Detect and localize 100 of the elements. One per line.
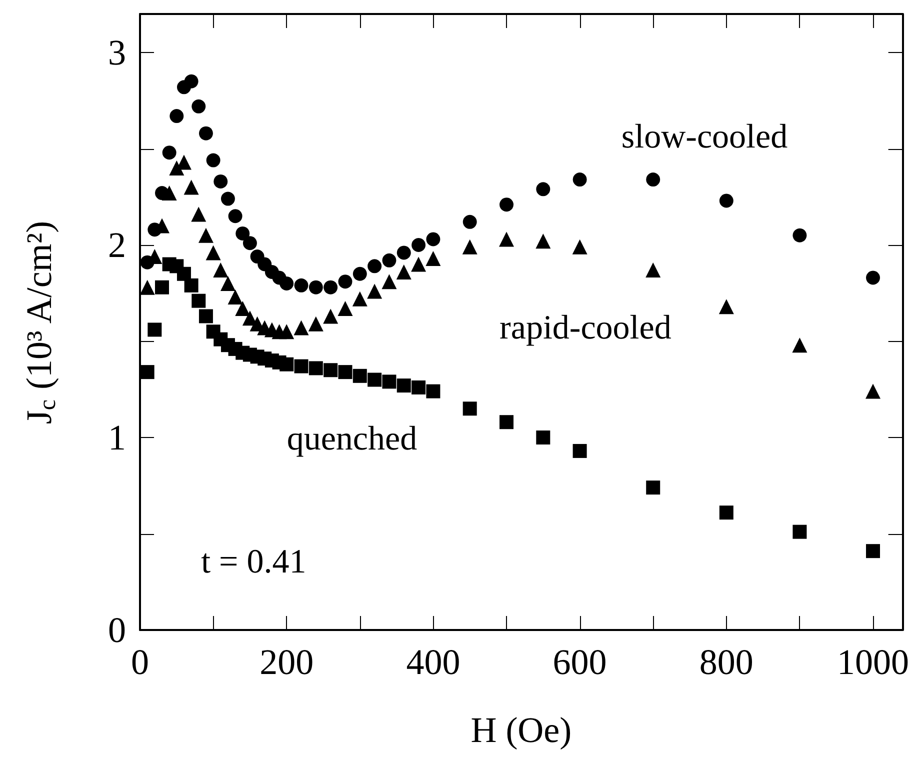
point <box>206 153 220 168</box>
point <box>198 126 213 140</box>
point <box>154 280 169 294</box>
point <box>162 146 176 160</box>
point <box>866 270 880 285</box>
point <box>228 209 242 224</box>
point <box>184 180 199 195</box>
point <box>198 228 214 243</box>
point <box>536 182 550 196</box>
point <box>866 384 880 399</box>
point <box>198 309 213 324</box>
point <box>308 280 323 294</box>
point <box>646 480 660 495</box>
y-tick-label: 2 <box>108 225 126 265</box>
point <box>396 264 412 280</box>
point <box>338 301 353 316</box>
point <box>308 361 323 376</box>
point <box>235 301 250 316</box>
point <box>382 374 396 389</box>
series-label: slow-cooled <box>621 118 788 156</box>
point <box>169 160 184 176</box>
y-axis-title: Jc (10³ A/cm²) <box>19 220 61 424</box>
point <box>572 239 588 254</box>
x-tick-label: 600 <box>552 642 607 682</box>
point <box>500 198 514 212</box>
point <box>500 415 514 430</box>
series-label: quenched <box>286 420 418 458</box>
point <box>280 276 294 290</box>
point <box>214 174 228 188</box>
point <box>396 378 411 393</box>
point <box>228 289 243 304</box>
point <box>368 372 382 387</box>
y-tick-label: 1 <box>108 418 126 458</box>
point <box>280 357 294 372</box>
point <box>572 444 587 458</box>
point <box>866 544 880 558</box>
point <box>184 278 198 292</box>
point <box>367 284 382 299</box>
point <box>426 232 440 246</box>
point <box>719 506 734 520</box>
point <box>192 294 206 308</box>
point <box>294 359 308 374</box>
point <box>572 172 587 187</box>
point <box>792 524 807 539</box>
point <box>536 234 551 249</box>
point <box>499 232 514 247</box>
point <box>368 259 382 274</box>
point <box>352 368 367 383</box>
point <box>140 280 155 295</box>
point <box>176 266 191 281</box>
point <box>294 278 308 292</box>
point <box>220 192 235 206</box>
point <box>140 365 154 380</box>
point <box>294 320 309 336</box>
point <box>396 246 411 260</box>
y-tick-label: 3 <box>108 32 126 72</box>
x-tick-label: 1000 <box>837 642 909 682</box>
point <box>718 299 734 314</box>
point <box>236 226 250 240</box>
point <box>411 256 426 272</box>
point <box>462 239 478 254</box>
point <box>426 250 441 266</box>
point <box>426 384 440 398</box>
point <box>536 430 550 444</box>
point <box>412 380 426 394</box>
point <box>162 186 177 201</box>
annotation: t = 0.41 <box>201 544 306 581</box>
point <box>148 322 162 337</box>
x-tick-label: 400 <box>406 642 460 682</box>
point <box>462 402 477 416</box>
point <box>382 253 396 268</box>
point <box>352 266 367 281</box>
point <box>213 262 228 278</box>
point <box>338 274 352 289</box>
point <box>206 245 221 260</box>
point <box>323 308 338 324</box>
point <box>308 316 324 332</box>
y-tick-label: 0 <box>108 610 126 650</box>
series-label: rapid-cooled <box>500 310 672 347</box>
point <box>191 206 206 222</box>
point <box>324 280 338 294</box>
point <box>338 365 352 380</box>
point <box>352 291 368 306</box>
point <box>412 238 426 252</box>
point <box>170 109 184 124</box>
point <box>462 214 477 229</box>
point <box>719 194 734 208</box>
point <box>324 363 338 378</box>
point <box>646 172 660 187</box>
point <box>242 236 257 250</box>
point <box>279 324 294 340</box>
point <box>792 228 807 242</box>
point <box>220 276 236 291</box>
x-axis-title: H (Oe) <box>470 710 572 750</box>
point <box>382 274 397 290</box>
point <box>184 74 198 88</box>
x-tick-label: 200 <box>260 642 314 682</box>
point <box>192 99 206 114</box>
point <box>792 338 808 353</box>
x-tick-label: 800 <box>699 642 754 682</box>
